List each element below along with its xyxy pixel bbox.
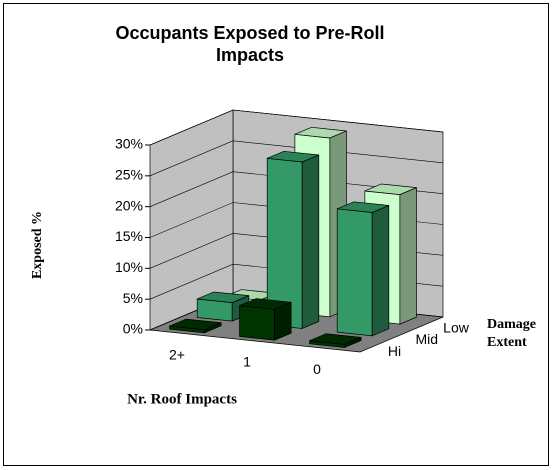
bar-side <box>301 154 320 329</box>
y-tick-label: 20% <box>115 197 143 213</box>
grid-line <box>149 171 444 207</box>
bar-top <box>197 291 249 303</box>
bar <box>266 150 320 329</box>
bar <box>336 201 390 337</box>
grid-line <box>149 109 444 146</box>
legend-label: Mid <box>416 331 439 347</box>
bar <box>169 318 222 334</box>
bar-top <box>169 318 222 331</box>
y-tick-label: 30% <box>115 136 143 152</box>
bar-top <box>337 201 389 213</box>
y-tick-label: 15% <box>115 228 143 244</box>
y-tick-label: 10% <box>115 259 143 275</box>
x-tick-label: 2+ <box>169 346 185 362</box>
bar-top <box>239 298 292 310</box>
bar <box>309 333 362 348</box>
y-tick-label: 0% <box>123 321 143 337</box>
bar <box>239 298 292 341</box>
y-tick-label: 25% <box>115 167 143 183</box>
x-tick-label: 1 <box>243 354 251 370</box>
bar-top <box>267 150 319 163</box>
x-tick-label: 0 <box>313 361 321 377</box>
grid-line <box>149 140 444 177</box>
bar-top <box>364 183 417 195</box>
chart-title: Occupants Exposed to Pre-Roll Impacts <box>115 23 385 65</box>
y-axis-title: Exposed % <box>30 211 45 279</box>
bar-top <box>294 126 347 139</box>
bar-top <box>309 333 362 345</box>
legend-label: Low <box>443 320 470 336</box>
bar-side <box>371 204 390 337</box>
y-tick-label: 5% <box>123 290 143 306</box>
x-axis-title: Nr. Roof Impacts <box>127 391 237 407</box>
bar-front <box>239 305 275 341</box>
bar-front <box>336 208 373 337</box>
bar-side <box>399 187 417 325</box>
z-axis-title: Damage Extent <box>487 317 536 350</box>
legend-label: Hi <box>388 343 401 359</box>
